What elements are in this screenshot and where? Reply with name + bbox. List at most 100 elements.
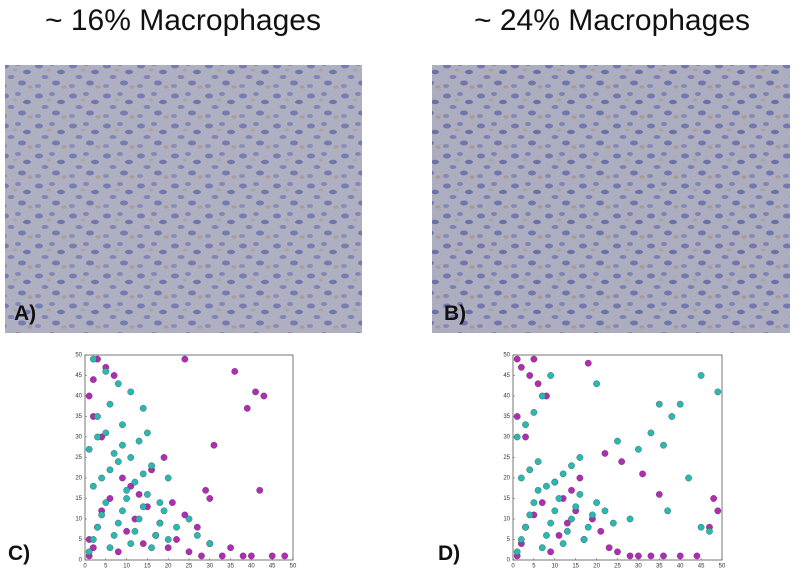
point	[614, 437, 621, 445]
point	[152, 532, 160, 539]
point	[193, 532, 201, 539]
y-tick-label: 10	[75, 517, 82, 523]
point	[198, 552, 205, 560]
point	[119, 421, 126, 429]
point	[697, 372, 705, 379]
point	[98, 474, 105, 482]
point	[559, 470, 567, 478]
point	[85, 445, 93, 453]
x-tick-label: 35	[656, 564, 663, 570]
panel-label: C)	[8, 542, 30, 565]
point	[547, 548, 554, 556]
point	[555, 532, 563, 539]
point	[193, 523, 201, 531]
y-tick-label: 40	[503, 394, 510, 400]
point	[260, 392, 268, 400]
y-tick-label: 40	[75, 394, 82, 400]
point	[148, 544, 155, 552]
y-tick-label: 35	[75, 414, 82, 420]
y-tick-label: 45	[503, 373, 510, 379]
point	[252, 388, 259, 396]
point	[551, 478, 559, 486]
point	[135, 515, 143, 523]
point	[530, 409, 538, 416]
point	[169, 499, 176, 506]
y-tick-label: 50	[75, 353, 82, 359]
point	[139, 540, 147, 547]
point	[164, 474, 172, 482]
point	[513, 355, 521, 363]
point	[534, 458, 542, 465]
point	[139, 470, 147, 478]
point	[173, 523, 180, 531]
point	[597, 527, 605, 535]
y-tick-label: 0	[79, 558, 83, 564]
y-tick-label: 0	[507, 558, 511, 564]
point	[605, 544, 613, 552]
x-tick-label: 35	[227, 564, 234, 570]
point	[164, 536, 172, 543]
x-tick-label: 15	[144, 564, 151, 570]
y-tick-label: 45	[75, 373, 82, 379]
point	[534, 380, 542, 388]
point	[127, 388, 135, 396]
point	[89, 376, 97, 383]
point	[156, 519, 164, 527]
x-tick-label: 50	[290, 564, 297, 570]
point	[94, 413, 101, 420]
point	[568, 486, 575, 494]
y-tick-label: 20	[503, 476, 510, 482]
point	[639, 470, 646, 478]
point	[139, 503, 147, 511]
point	[102, 499, 110, 506]
point	[148, 462, 155, 470]
point	[127, 454, 135, 461]
panel-title: ~ 16% Macrophages	[45, 4, 321, 37]
point	[243, 404, 251, 412]
point	[281, 552, 289, 560]
y-tick-label: 5	[79, 537, 83, 543]
point	[647, 552, 655, 560]
y-tick-label: 10	[503, 517, 510, 523]
point	[576, 474, 584, 482]
panel-title: ~ 24% Macrophages	[474, 4, 750, 37]
plot-frame	[512, 354, 723, 561]
x-tick-label: 0	[83, 564, 87, 570]
point	[543, 532, 550, 539]
y-tick-label: 20	[75, 476, 82, 482]
point	[660, 441, 667, 449]
point	[89, 355, 97, 363]
x-tick-label: 40	[248, 564, 255, 570]
y-tick-label: 50	[503, 353, 510, 359]
point	[584, 359, 592, 367]
point	[218, 552, 226, 560]
point	[530, 355, 538, 363]
point	[94, 523, 101, 531]
point	[102, 429, 110, 437]
point	[563, 527, 571, 535]
panel-label: B)	[444, 302, 466, 325]
point	[576, 454, 584, 461]
point	[572, 503, 580, 511]
point	[185, 548, 193, 556]
point	[626, 552, 634, 560]
point	[89, 482, 97, 490]
point	[551, 507, 559, 515]
point	[89, 544, 97, 552]
panel-label: A)	[14, 302, 36, 325]
point	[106, 544, 114, 552]
point	[576, 491, 584, 498]
point	[206, 540, 214, 547]
point	[568, 462, 575, 470]
x-tick-label: 0	[511, 564, 515, 570]
point	[697, 523, 705, 531]
x-tick-label: 10	[551, 564, 558, 570]
point	[526, 511, 534, 519]
point	[593, 380, 600, 388]
point	[160, 454, 168, 461]
point	[714, 507, 722, 515]
point	[693, 552, 701, 560]
point	[202, 486, 209, 494]
point	[181, 511, 189, 519]
point	[655, 400, 663, 408]
